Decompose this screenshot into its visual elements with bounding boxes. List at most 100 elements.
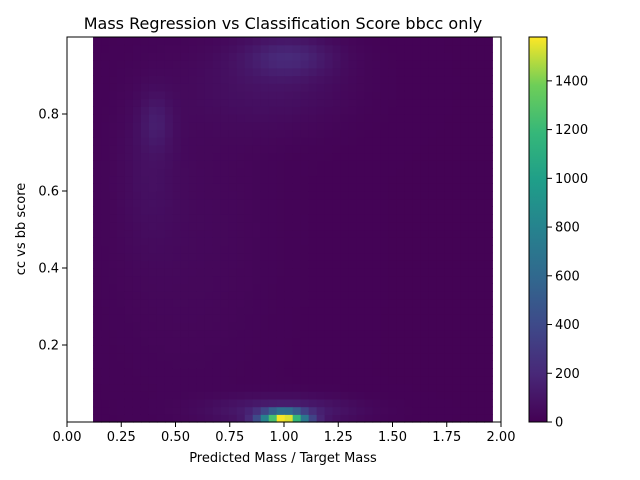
heatmap-cell — [428, 183, 438, 192]
heatmap-cell — [180, 368, 190, 377]
heatmap-cell — [316, 244, 326, 254]
heatmap-cell — [484, 268, 493, 277]
heatmap-cell — [412, 368, 422, 377]
x-tick-label: 0.75 — [215, 430, 244, 445]
heatmap-cell — [356, 75, 366, 84]
heatmap-cell — [444, 352, 453, 361]
heatmap-cell — [340, 37, 350, 46]
heatmap-cell — [101, 129, 110, 138]
heatmap-cell — [380, 229, 390, 238]
heatmap-cell — [180, 360, 190, 369]
heatmap-cell — [428, 368, 438, 377]
heatmap-cell — [117, 114, 126, 123]
heatmap-cell — [380, 306, 390, 315]
heatmap-cell — [252, 244, 262, 254]
heatmap-cell — [396, 206, 406, 215]
heatmap-cell — [324, 114, 334, 123]
heatmap-cell — [268, 152, 278, 161]
heatmap-cell — [284, 152, 294, 161]
heatmap-cell — [101, 314, 110, 323]
heatmap-cell — [140, 83, 150, 92]
heatmap-cell — [132, 314, 142, 323]
heatmap-cell — [452, 314, 461, 323]
heatmap-cell — [140, 345, 150, 354]
heatmap-cell — [444, 383, 453, 392]
heatmap-cell — [156, 244, 166, 254]
heatmap-cell — [484, 98, 493, 107]
heatmap-cell — [180, 167, 190, 177]
heatmap-cell — [109, 167, 118, 177]
heatmap-cell — [284, 160, 294, 169]
heatmap-cell — [428, 275, 438, 284]
heatmap-cell — [220, 75, 230, 84]
heatmap-cell — [156, 275, 166, 284]
heatmap-cell — [468, 275, 477, 284]
heatmap-cell — [460, 144, 469, 154]
heatmap-cell — [388, 352, 398, 361]
heatmap-cell — [204, 337, 214, 346]
heatmap-cell — [276, 129, 286, 138]
heatmap-cell — [172, 291, 182, 300]
heatmap-cell — [188, 260, 198, 269]
heatmap-cell — [340, 391, 350, 400]
heatmap-cell — [124, 60, 134, 69]
heatmap-cell — [420, 83, 430, 92]
y-tick-label: 0.6 — [38, 185, 59, 200]
heatmap-cell — [308, 237, 318, 246]
heatmap-cell — [292, 98, 302, 107]
heatmap-cell — [284, 206, 294, 215]
heatmap-cell — [452, 268, 461, 277]
heatmap-cell — [412, 352, 422, 361]
heatmap-cell — [292, 321, 302, 331]
heatmap-cell — [460, 60, 469, 69]
heatmap-cell — [468, 137, 477, 146]
heatmap-cell — [220, 352, 230, 361]
heatmap-cell — [268, 114, 278, 123]
heatmap-cell — [404, 114, 414, 123]
heatmap-cell — [212, 244, 222, 254]
heatmap-cell — [109, 106, 118, 115]
heatmap-cell — [172, 298, 182, 308]
heatmap-cell — [340, 191, 350, 200]
heatmap-cell — [484, 229, 493, 238]
heatmap-cell — [412, 360, 422, 369]
heatmap-cell — [324, 137, 334, 146]
heatmap-cell — [148, 106, 158, 115]
heatmap-cell — [316, 383, 326, 392]
heatmap-cell — [452, 345, 461, 354]
heatmap-cell — [268, 214, 278, 223]
heatmap-cell — [252, 206, 262, 215]
heatmap-cell — [156, 144, 166, 154]
heatmap-cell — [196, 252, 206, 261]
heatmap-cell — [196, 67, 206, 77]
heatmap-cell — [276, 175, 286, 184]
heatmap-cell — [468, 391, 477, 400]
heatmap-cell — [380, 83, 390, 92]
heatmap-cell — [228, 175, 238, 184]
heatmap-cell — [236, 137, 246, 146]
heatmap-cell — [444, 398, 453, 408]
heatmap-cell — [188, 137, 198, 146]
heatmap-cell — [109, 83, 118, 92]
heatmap-cell — [460, 398, 469, 408]
heatmap-cell — [292, 106, 302, 115]
heatmap-cell — [292, 144, 302, 154]
heatmap-cell — [220, 383, 230, 392]
heatmap-cell — [140, 375, 150, 385]
heatmap-cell — [436, 152, 446, 161]
heatmap-cell — [244, 75, 254, 84]
heatmap-cell — [340, 98, 350, 107]
heatmap-cell — [428, 75, 438, 84]
heatmap-cell — [340, 83, 350, 92]
heatmap-cell — [196, 298, 206, 308]
heatmap-cell — [428, 244, 438, 254]
heatmap-cell — [348, 83, 358, 92]
heatmap-cell — [372, 160, 382, 169]
heatmap-cell — [284, 98, 294, 107]
heatmap-cell — [404, 244, 414, 254]
heatmap-cell — [300, 260, 310, 269]
heatmap-cell — [132, 144, 142, 154]
heatmap-cell — [476, 191, 485, 200]
heatmap-cell — [101, 67, 110, 77]
heatmap-cell — [268, 67, 278, 77]
